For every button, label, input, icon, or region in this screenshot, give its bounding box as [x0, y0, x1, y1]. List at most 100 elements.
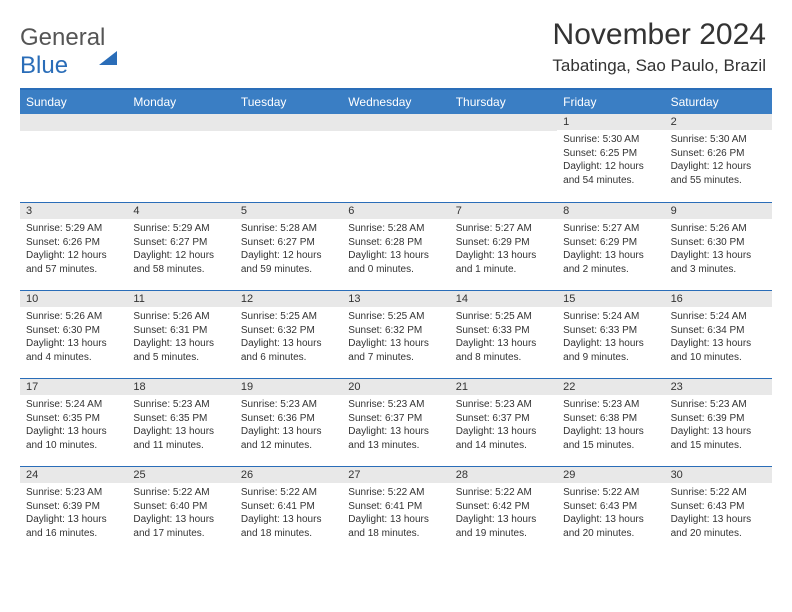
day-number: 1 [557, 114, 664, 130]
month-title: November 2024 [552, 18, 766, 52]
day-details: Sunrise: 5:23 AMSunset: 6:37 PMDaylight:… [342, 395, 449, 456]
day-cell: 27Sunrise: 5:22 AMSunset: 6:41 PMDayligh… [342, 467, 449, 554]
sunrise-text: Sunrise: 5:25 AM [348, 310, 443, 324]
day-details: Sunrise: 5:23 AMSunset: 6:38 PMDaylight:… [557, 395, 664, 456]
day-details: Sunrise: 5:29 AMSunset: 6:26 PMDaylight:… [20, 219, 127, 280]
daylight-text: Daylight: 13 hours and 7 minutes. [348, 337, 443, 364]
sunset-text: Sunset: 6:34 PM [671, 324, 766, 338]
day-number: 9 [665, 203, 772, 219]
day-details: Sunrise: 5:22 AMSunset: 6:43 PMDaylight:… [665, 483, 772, 544]
day-number: 25 [127, 467, 234, 483]
day-cell: 22Sunrise: 5:23 AMSunset: 6:38 PMDayligh… [557, 379, 664, 466]
day-cell: 13 Sunrise: 5:25 AMSunset: 6:32 PMDayligh… [342, 291, 449, 378]
sunrise-text: Sunrise: 5:23 AM [26, 486, 121, 500]
header-region: General Blue November 2024 Tabatinga, Sa… [20, 18, 772, 80]
week-row: 3Sunrise: 5:29 AMSunset: 6:26 PMDaylight… [20, 202, 772, 290]
day-details: Sunrise: 5:23 AMSunset: 6:37 PMDaylight:… [450, 395, 557, 456]
day-details: Sunrise: 5:23 AMSunset: 6:39 PMDaylight:… [665, 395, 772, 456]
day-cell: 15Sunrise: 5:24 AMSunset: 6:33 PMDayligh… [557, 291, 664, 378]
daylight-text: Daylight: 13 hours and 11 minutes. [133, 425, 228, 452]
location-subtitle: Tabatinga, Sao Paulo, Brazil [552, 56, 766, 76]
sunrise-text: Sunrise: 5:29 AM [133, 222, 228, 236]
brand-text: General Blue [20, 24, 117, 80]
sunset-text: Sunset: 6:29 PM [563, 236, 658, 250]
sunset-text: Sunset: 6:35 PM [26, 412, 121, 426]
day-number: 8 [557, 203, 664, 219]
daylight-text: Daylight: 12 hours and 55 minutes. [671, 160, 766, 187]
day-cell: 6Sunrise: 5:28 AMSunset: 6:28 PMDaylight… [342, 203, 449, 290]
day-cell [235, 114, 342, 202]
sunset-text: Sunset: 6:37 PM [348, 412, 443, 426]
day-number: 24 [20, 467, 127, 483]
day-details: Sunrise: 5:25 AMSunset: 6:33 PMDaylight:… [450, 307, 557, 368]
sunrise-text: Sunrise: 5:25 AM [241, 310, 336, 324]
sunrise-text: Sunrise: 5:24 AM [26, 398, 121, 412]
sunrise-text: Sunrise: 5:25 AM [456, 310, 551, 324]
daylight-text: Daylight: 13 hours and 12 minutes. [241, 425, 336, 452]
daylight-text: Daylight: 13 hours and 18 minutes. [348, 513, 443, 540]
day-number: 4 [127, 203, 234, 219]
sunset-text: Sunset: 6:28 PM [348, 236, 443, 250]
daylight-text: Daylight: 13 hours and 0 minutes. [348, 249, 443, 276]
sunrise-text: Sunrise: 5:22 AM [241, 486, 336, 500]
day-details: Sunrise: 5:22 AMSunset: 6:41 PMDaylight:… [235, 483, 342, 544]
sunrise-text: Sunrise: 5:30 AM [671, 133, 766, 147]
daylight-text: Daylight: 13 hours and 10 minutes. [671, 337, 766, 364]
daylight-text: Daylight: 12 hours and 54 minutes. [563, 160, 658, 187]
daylight-text: Daylight: 12 hours and 57 minutes. [26, 249, 121, 276]
sunset-text: Sunset: 6:32 PM [348, 324, 443, 338]
day-number: 2 [665, 114, 772, 130]
daylight-text: Daylight: 13 hours and 16 minutes. [26, 513, 121, 540]
week-row: 24Sunrise: 5:23 AMSunset: 6:39 PMDayligh… [20, 466, 772, 554]
day-cell: 11Sunrise: 5:26 AMSunset: 6:31 PMDayligh… [127, 291, 234, 378]
weeks-container: 1Sunrise: 5:30 AMSunset: 6:25 PMDaylight… [20, 114, 772, 554]
day-details: Sunrise: 5:22 AMSunset: 6:40 PMDaylight:… [127, 483, 234, 544]
sunrise-text: Sunrise: 5:23 AM [671, 398, 766, 412]
sunrise-text: Sunrise: 5:22 AM [671, 486, 766, 500]
sunrise-text: Sunrise: 5:23 AM [563, 398, 658, 412]
weekday-header: Sunday [20, 90, 127, 114]
day-details: Sunrise: 5:26 AMSunset: 6:30 PMDaylight:… [20, 307, 127, 368]
sunset-text: Sunset: 6:27 PM [133, 236, 228, 250]
day-number: 16 [665, 291, 772, 307]
sunrise-text: Sunrise: 5:28 AM [241, 222, 336, 236]
day-number [127, 114, 234, 131]
day-number: 15 [557, 291, 664, 307]
day-number: 29 [557, 467, 664, 483]
day-details: Sunrise: 5:22 AMSunset: 6:42 PMDaylight:… [450, 483, 557, 544]
weekday-header: Monday [127, 90, 234, 114]
sunset-text: Sunset: 6:27 PM [241, 236, 336, 250]
day-number: 21 [450, 379, 557, 395]
day-details: Sunrise: 5:30 AMSunset: 6:26 PMDaylight:… [665, 130, 772, 191]
daylight-text: Daylight: 13 hours and 1 minute. [456, 249, 551, 276]
day-cell: 1Sunrise: 5:30 AMSunset: 6:25 PMDaylight… [557, 114, 664, 202]
sunrise-text: Sunrise: 5:26 AM [26, 310, 121, 324]
sunset-text: Sunset: 6:43 PM [563, 500, 658, 514]
day-number: 5 [235, 203, 342, 219]
daylight-text: Daylight: 13 hours and 20 minutes. [671, 513, 766, 540]
day-details: Sunrise: 5:30 AMSunset: 6:25 PMDaylight:… [557, 130, 664, 191]
day-cell: 24Sunrise: 5:23 AMSunset: 6:39 PMDayligh… [20, 467, 127, 554]
sunrise-text: Sunrise: 5:23 AM [348, 398, 443, 412]
daylight-text: Daylight: 13 hours and 15 minutes. [563, 425, 658, 452]
day-details: Sunrise: 5:26 AMSunset: 6:30 PMDaylight:… [665, 219, 772, 280]
weekday-header: Friday [557, 90, 664, 114]
daylight-text: Daylight: 13 hours and 14 minutes. [456, 425, 551, 452]
day-number: 11 [127, 291, 234, 307]
day-number: 13 [342, 291, 449, 307]
day-cell [450, 114, 557, 202]
title-block: November 2024 Tabatinga, Sao Paulo, Braz… [552, 18, 772, 76]
day-number: 12 [235, 291, 342, 307]
sunrise-text: Sunrise: 5:23 AM [456, 398, 551, 412]
sunrise-text: Sunrise: 5:23 AM [241, 398, 336, 412]
sunrise-text: Sunrise: 5:27 AM [563, 222, 658, 236]
sunset-text: Sunset: 6:43 PM [671, 500, 766, 514]
sunset-text: Sunset: 6:33 PM [563, 324, 658, 338]
day-details: Sunrise: 5:28 AMSunset: 6:27 PMDaylight:… [235, 219, 342, 280]
logo-triangle-icon [99, 24, 117, 65]
day-number: 18 [127, 379, 234, 395]
day-details: Sunrise: 5:22 AMSunset: 6:43 PMDaylight:… [557, 483, 664, 544]
day-details: Sunrise: 5:23 AMSunset: 6:39 PMDaylight:… [20, 483, 127, 544]
sunset-text: Sunset: 6:29 PM [456, 236, 551, 250]
sunset-text: Sunset: 6:37 PM [456, 412, 551, 426]
